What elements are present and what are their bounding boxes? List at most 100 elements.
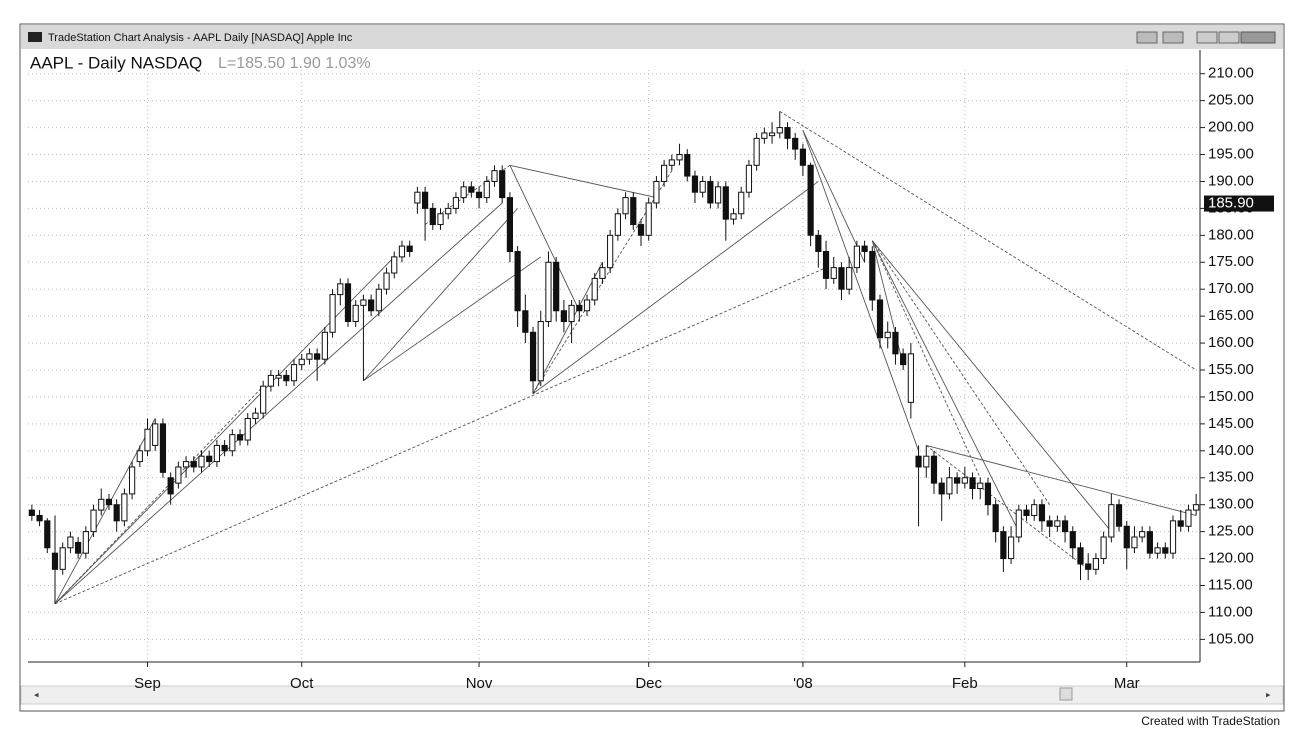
candle-body — [152, 423, 159, 446]
candle-body — [668, 159, 675, 166]
trendline — [802, 130, 919, 451]
candle-body — [452, 197, 460, 209]
candle-body — [738, 191, 745, 215]
candle-body — [599, 267, 606, 279]
toolbar-button[interactable] — [1162, 31, 1184, 44]
trendline — [871, 240, 981, 478]
candle-body — [421, 191, 429, 209]
candle-body — [745, 164, 753, 193]
y-tick-label: 110.00 — [1208, 603, 1253, 620]
candle-body — [468, 186, 475, 193]
candle-body — [290, 364, 298, 382]
candle-body — [1154, 547, 1161, 554]
candle-body — [44, 520, 51, 549]
candle-body — [1069, 531, 1076, 549]
x-tick-label: Mar — [1114, 675, 1140, 692]
candle-body — [699, 180, 706, 193]
candle-body — [1023, 509, 1030, 516]
candle-body — [730, 213, 737, 220]
y-tick-label: 195.00 — [1208, 145, 1254, 162]
last-price-tag — [1204, 195, 1274, 212]
candle-body — [661, 164, 668, 182]
candle-body — [36, 514, 43, 522]
trendline — [509, 165, 580, 311]
candle-body — [1077, 547, 1084, 565]
y-tick-label: 210.00 — [1208, 65, 1254, 82]
candle-body — [144, 428, 151, 452]
trendline — [363, 208, 518, 382]
candle-body — [614, 213, 621, 236]
candle-body — [352, 304, 359, 323]
candle-body — [753, 137, 760, 166]
candle-body — [892, 331, 899, 355]
candle-body — [1169, 520, 1177, 554]
trendline — [779, 111, 1197, 371]
candle-body — [869, 250, 876, 301]
candle-body — [283, 374, 290, 382]
candle-body — [722, 186, 729, 220]
scrollbar[interactable] — [20, 685, 1284, 705]
candle-body — [591, 277, 598, 301]
candle-body — [822, 250, 830, 279]
candle-body — [229, 434, 236, 452]
candle-body — [714, 186, 722, 204]
candle-body — [159, 423, 167, 473]
candle-body — [175, 466, 182, 484]
candle-body — [1115, 504, 1123, 527]
close-button[interactable] — [1240, 31, 1276, 44]
candle-body — [830, 267, 837, 279]
candle-body — [391, 256, 398, 274]
candle-body — [969, 477, 976, 490]
candle-body — [529, 331, 537, 382]
y-tick-label: 155.00 — [1208, 361, 1254, 378]
candle-body — [607, 234, 614, 269]
candle-body — [946, 477, 953, 495]
candle-body — [1046, 520, 1053, 527]
trendline — [926, 445, 1089, 570]
candle-body — [499, 170, 506, 199]
maximize-button[interactable] — [1218, 31, 1240, 44]
trendline — [926, 444, 1197, 516]
candle-body — [954, 477, 961, 484]
scroll-left[interactable]: ◂ — [34, 689, 39, 699]
candle-body — [984, 482, 992, 506]
scroll-thumb[interactable] — [1059, 687, 1073, 701]
candle-body — [807, 164, 814, 236]
candle-body — [1139, 531, 1146, 538]
candle-body — [1015, 509, 1022, 538]
candle-body — [344, 283, 352, 323]
x-tick-label: Nov — [466, 675, 493, 692]
y-tick-label: 105.00 — [1208, 630, 1254, 647]
candle-body — [128, 466, 136, 495]
y-tick-label: 140.00 — [1208, 442, 1254, 459]
candle-body — [1031, 504, 1038, 516]
candle-body — [98, 498, 105, 511]
candle-body — [491, 170, 498, 182]
candle-body — [630, 197, 637, 226]
candle-body — [784, 127, 791, 139]
y-tick-label: 125.00 — [1208, 523, 1254, 540]
candle-body — [406, 245, 413, 252]
candle-body — [221, 444, 228, 452]
candle-body — [568, 304, 575, 323]
minimize-button[interactable] — [1196, 31, 1218, 44]
candle-body — [28, 509, 35, 516]
candle-body — [1146, 531, 1153, 554]
trendline — [802, 130, 865, 263]
candle-body — [1061, 520, 1069, 533]
candle-body — [90, 509, 97, 533]
candle-body — [514, 250, 521, 312]
candle-body — [506, 197, 514, 252]
candle-body — [545, 261, 552, 323]
scroll-right[interactable]: ▸ — [1266, 689, 1271, 699]
toolbar-button[interactable] — [1136, 31, 1158, 44]
candle-body — [398, 245, 406, 258]
candle-body — [136, 450, 143, 463]
candle-body — [522, 310, 529, 333]
y-tick-label: 135.00 — [1208, 469, 1254, 486]
candle-body — [815, 234, 822, 252]
trendline — [532, 181, 819, 395]
trendline — [871, 240, 1051, 505]
candle-body — [861, 245, 868, 252]
